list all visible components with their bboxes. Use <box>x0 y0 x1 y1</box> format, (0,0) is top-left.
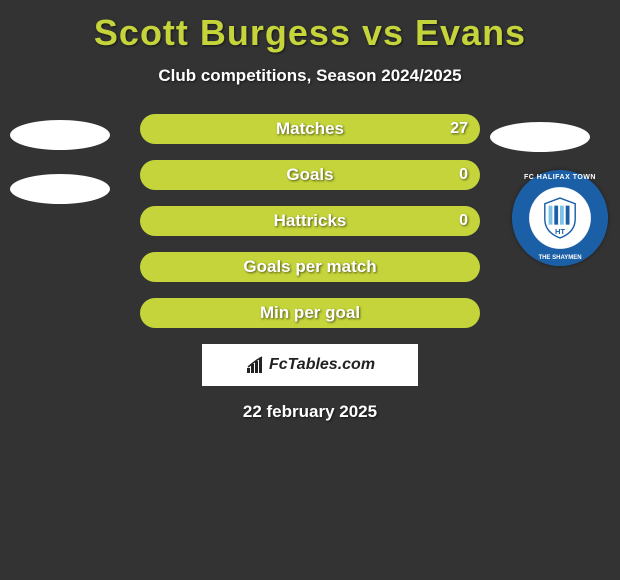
stats-container: Matches 27 Goals 0 Hattricks 0 Goals per… <box>0 114 620 422</box>
watermark-bars-icon <box>245 356 267 374</box>
stat-label: Min per goal <box>140 298 480 328</box>
stat-label: Matches <box>140 114 480 144</box>
stat-row: Hattricks 0 <box>140 206 480 236</box>
stat-row: Matches 27 <box>140 114 480 144</box>
stat-label: Goals <box>140 160 480 190</box>
watermark: FcTables.com <box>202 344 418 386</box>
stat-row: Goals 0 <box>140 160 480 190</box>
generated-date: 22 february 2025 <box>0 402 620 422</box>
stat-label: Goals per match <box>140 252 480 282</box>
stat-row: Goals per match <box>140 252 480 282</box>
watermark-text: FcTables.com <box>269 356 375 374</box>
subtitle: Club competitions, Season 2024/2025 <box>0 66 620 86</box>
stat-value-right: 0 <box>459 160 468 190</box>
stat-value-right: 27 <box>450 114 468 144</box>
stat-label: Hattricks <box>140 206 480 236</box>
stat-row: Min per goal <box>140 298 480 328</box>
page-title: Scott Burgess vs Evans <box>0 0 620 54</box>
stat-value-right: 0 <box>459 206 468 236</box>
